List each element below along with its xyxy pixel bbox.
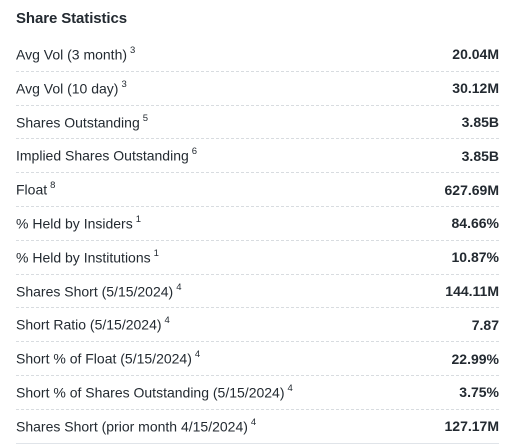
row-label: Shares Outstanding 5 xyxy=(16,112,149,131)
table-row: Shares Outstanding 5 3.85B xyxy=(16,106,499,140)
row-label: Short % of Float (5/15/2024) 4 xyxy=(16,349,201,367)
row-value: 3.75% xyxy=(459,384,499,401)
row-value: 22.99% xyxy=(451,350,499,367)
statistics-table: Avg Vol (3 month) 3 20.04M Avg Vol (10 da… xyxy=(16,38,499,444)
footnote-marker: 3 xyxy=(121,78,127,90)
row-label: Implied Shares Outstanding 6 xyxy=(16,146,198,165)
row-label: Shares Short (prior month 4/15/2024) 4 xyxy=(16,416,257,435)
footnote-marker: 4 xyxy=(164,315,170,327)
row-label: % Held by Insiders 1 xyxy=(16,214,142,232)
section-title: Share Statistics xyxy=(16,10,127,27)
row-value: 144.11M xyxy=(445,282,499,299)
table-row: % Held by Insiders 1 84.66% xyxy=(16,207,499,241)
row-value: 127.17M xyxy=(444,418,499,435)
footnote-marker: 4 xyxy=(287,383,293,395)
row-label: % Held by Institutions 1 xyxy=(16,247,159,266)
row-label: Avg Vol (10 day) 3 xyxy=(16,78,127,97)
row-label: Avg Vol (3 month) 3 xyxy=(16,45,136,63)
row-value: 30.12M xyxy=(452,80,499,97)
footnote-marker: 5 xyxy=(142,112,149,124)
table-row: % Held by Institutions 1 10.87% xyxy=(16,241,499,275)
row-value: 3.85B xyxy=(461,147,499,164)
table-row: Short % of Float (5/15/2024) 4 22.99% xyxy=(16,342,499,376)
row-value: 10.87% xyxy=(451,249,499,266)
footnote-marker: 4 xyxy=(250,416,257,428)
row-label: Short % of Shares Outstanding (5/15/2024… xyxy=(16,383,293,401)
table-row: Implied Shares Outstanding 6 3.85B xyxy=(16,139,499,174)
row-label: Float 8 xyxy=(16,180,56,198)
table-row: Avg Vol (3 month) 3 20.04M xyxy=(16,38,499,72)
footnote-marker: 4 xyxy=(194,349,201,361)
table-row: Avg Vol (10 day) 3 30.12M xyxy=(16,72,499,106)
row-label: Shares Short (5/15/2024) 4 xyxy=(16,281,182,300)
row-value: 627.69M xyxy=(444,181,499,198)
footnote-marker: 8 xyxy=(50,180,56,192)
table-row: Short Ratio (5/15/2024) 4 7.87 xyxy=(16,308,499,343)
table-row: Shares Short (prior month 4/15/2024) 4 12… xyxy=(16,410,499,444)
row-label: Short Ratio (5/15/2024) 4 xyxy=(16,315,170,334)
footnote-marker: 3 xyxy=(130,45,136,57)
footnote-marker: 4 xyxy=(176,281,182,293)
row-value: 3.85B xyxy=(461,113,499,130)
table-row: Short % of Shares Outstanding (5/15/2024… xyxy=(16,376,499,410)
table-row: Shares Short (5/15/2024) 4 144.11M xyxy=(16,275,499,309)
footnote-marker: 1 xyxy=(135,214,142,226)
table-row: Float 8 627.69M xyxy=(16,173,499,207)
row-value: 20.04M xyxy=(452,46,499,63)
footnote-marker: 1 xyxy=(153,247,159,259)
footnote-marker: 6 xyxy=(191,146,198,158)
row-value: 7.87 xyxy=(471,316,499,333)
row-value: 84.66% xyxy=(451,215,499,232)
